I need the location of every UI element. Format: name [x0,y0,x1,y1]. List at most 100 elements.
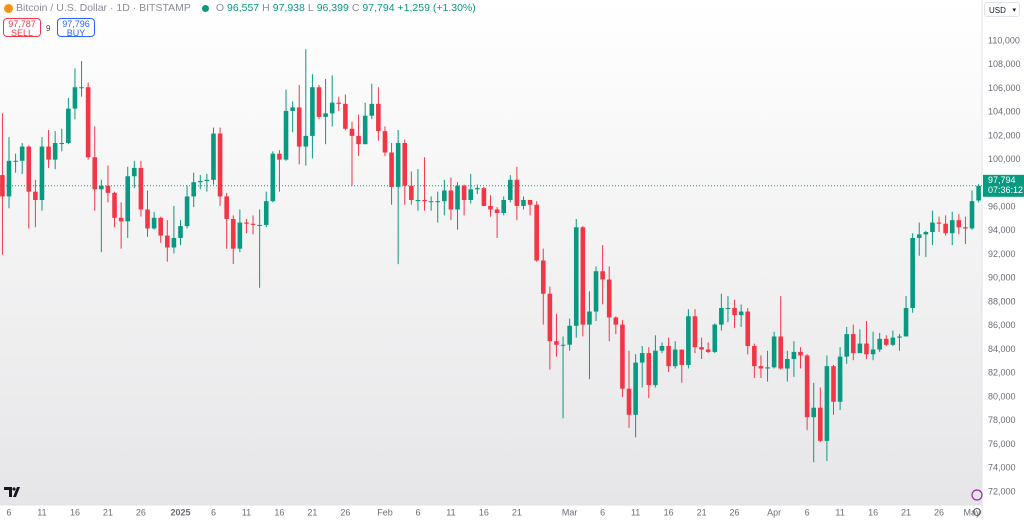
candle-body [428,201,434,203]
candle-body [158,217,164,236]
last-price-label: 97,794 [988,175,1016,185]
candle-body [606,279,612,318]
candle-body [771,336,777,368]
candle-body [732,307,737,316]
settings-icon[interactable] [973,508,981,516]
currency-select[interactable]: USD ▾ [984,2,1020,17]
y-tick-label: 106,000 [988,83,1021,93]
x-tick-label: Feb [377,507,393,517]
candle-body [798,351,803,356]
candle-body [138,167,144,210]
candle-body [290,107,295,111]
candle-body [442,190,447,202]
candle-body [310,87,315,136]
candle-body [567,325,572,345]
y-tick-label: 102,000 [988,130,1021,140]
ohlc-label: C [351,2,360,14]
candle-body [6,160,12,197]
candle-body [99,185,104,190]
candle-body [277,153,282,160]
candle-body [244,222,249,224]
candle-body [870,349,876,355]
candle-body [178,226,183,238]
candle-body [283,110,289,160]
sell-button[interactable]: 97,787 SELL [3,18,41,38]
buy-button[interactable]: 97,796 BUY [57,18,95,38]
candle-body [217,133,223,197]
replay-icon[interactable] [971,489,983,501]
candle-body [204,179,210,181]
candle-body [811,407,817,418]
candle-body [778,336,784,369]
y-tick-label: 110,000 [988,35,1020,45]
ohlc-label: L [307,2,314,14]
candle-body [943,223,948,234]
candle-body [26,146,32,192]
candle-body [79,87,84,89]
change: +1,259 (+1.30%) [397,2,476,14]
candle-body [877,338,882,350]
candle-body [422,199,427,202]
x-tick-label: 2025 [170,507,190,517]
candle-body [600,271,605,280]
y-tick-label: 76,000 [988,439,1016,449]
candle-body [910,237,915,308]
y-tick-label: 88,000 [988,296,1016,306]
candle-body [323,113,328,117]
candle-body [237,222,243,249]
candle-body [145,209,150,229]
candle-body [824,366,830,441]
candle-body [376,103,381,132]
ohlc-value: 96,557 [227,2,260,14]
x-tick-label: 21 [697,507,707,517]
candle-body [699,347,704,350]
buy-price: 97,796 [62,19,90,29]
x-tick-label: Apr [767,507,781,517]
candle-body [0,175,5,197]
candle-body [752,345,757,367]
y-tick-label: 82,000 [988,368,1016,378]
candle-body [672,349,678,367]
candle-body [521,199,526,206]
candle-body [263,201,269,225]
candle-body [343,103,348,129]
candle-body [653,350,658,386]
candle-body [257,224,262,226]
plot-background [0,0,982,505]
candle-body [224,196,229,219]
candle-body [725,307,731,309]
x-tick-label: 26 [340,507,350,517]
candle-body [270,153,276,202]
candle-body [976,185,981,201]
candle-body [949,220,955,234]
candle-body [514,179,520,206]
candle-body [349,128,355,136]
candle-body [646,353,652,386]
y-tick-label: 104,000 [988,107,1021,117]
x-tick-label: 6 [211,507,216,517]
candle-body [785,359,790,369]
sell-price: 97,787 [8,19,36,29]
x-tick-label: 21 [307,507,317,517]
candle-body [534,204,539,261]
candle-body [39,146,45,200]
candle-body [712,324,718,352]
candle-body [329,102,335,114]
candle-body [560,344,566,346]
x-tick-label: 6 [600,507,605,517]
candle-body [613,317,619,325]
candle-body [369,103,375,116]
x-tick-label: 11 [37,507,46,517]
candle-body [903,307,909,337]
ohlc-value: 97,794 [362,2,395,14]
countdown: 07:36:12 [988,185,1023,195]
x-tick-label: 21 [512,507,522,517]
y-tick-label: 108,000 [988,59,1021,69]
candle-body [389,152,394,187]
candle-body [791,351,797,360]
coin-icon [4,3,13,13]
candle-body [461,185,467,200]
